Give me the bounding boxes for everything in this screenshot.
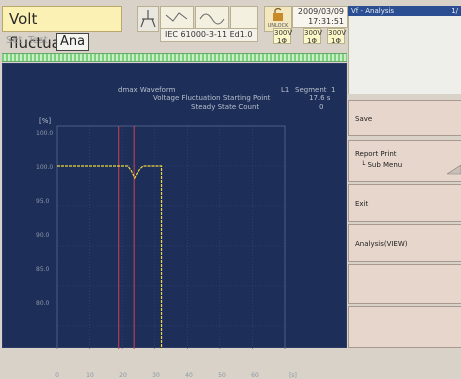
steady-state-label: Steady State Count [191,103,260,111]
phase-flicker-icon [160,6,194,32]
date-text: 2009/03/09 [297,7,344,16]
mode-title: Volt fluctuation [2,6,122,52]
menu-title: Vf - Analysis [351,7,395,15]
empty-menu-button[interactable] [348,306,461,348]
y-axis-unit: [%] [39,117,52,125]
x-axis-unit: [s] [289,372,297,379]
y-tick-label: 100.0 [36,164,54,171]
menu-page: 1/ [451,7,458,15]
datetime-display: 2009/03/09 17:31:51 [292,6,348,28]
report-print-button[interactable]: Report Print └ Sub Menu [348,140,461,182]
exit-button[interactable]: Exit [348,184,461,222]
voltage-value: 300V [274,29,293,37]
x-tick-label: 30 [152,372,160,379]
save-button[interactable]: Save [348,100,461,136]
sub-menu-label: └ Sub Menu [361,161,403,169]
waveform-panel: dmax Waveform L1 Segment 1 Voltage Fluct… [2,63,347,379]
plot-frame [56,125,286,349]
unlock-icon [264,6,292,32]
y-tick-label: 85.0 [36,266,50,273]
start-point-value: 17.6 s [309,94,331,102]
channel-label: L1 [281,86,290,94]
voltage-range-1: 300V 1Φ [273,28,293,45]
mode-tabs: Set Test Ana [2,33,134,53]
time-text: 17:31:51 [308,17,344,26]
submenu-arrow-icon [447,165,461,175]
graph-title: dmax Waveform [118,86,176,94]
standard-label: IEC 61000-3-11 Ed1.0 [160,28,258,42]
voltage-range-3: 300V 1Φ [327,28,347,45]
x-tick-label: 20 [119,372,127,379]
x-tick-label: 0 [55,372,59,379]
waveform-icon [195,6,229,32]
y-tick-label: 100.0 [36,130,54,137]
steady-state-value: 0 [319,103,324,111]
voltage-range-2: 300V 1Φ [303,28,323,45]
y-tick-label: 90.0 [36,232,50,239]
wiring-icon [137,6,159,32]
voltage-value: 300V [328,29,347,37]
waveform-plot [56,125,286,349]
voltage-phase: 1Φ [331,37,341,45]
status-strip [2,53,347,62]
voltage-phase: 1Φ [307,37,317,45]
y-tick-label: 80.0 [36,300,50,307]
blank-status-icon [230,6,258,32]
tab-test[interactable]: Test [28,35,48,46]
menu-blank-area [348,16,461,94]
voltage-phase: 1Φ [277,37,287,45]
x-tick-label: 10 [86,372,94,379]
voltage-value: 300V [304,29,323,37]
segment-number: 1 [331,86,336,94]
analysis-view-button[interactable]: Analysis(VIEW) [348,224,461,262]
start-point-label: Voltage Fluctuation Starting Point [153,94,271,102]
tab-ana[interactable]: Ana [56,33,90,51]
x-tick-label: 40 [185,372,193,379]
menu-header: Vf - Analysis 1/ [348,6,461,16]
segment-label: Segment [295,86,327,94]
tab-set[interactable]: Set [6,35,23,46]
waveform-trace [57,165,163,349]
x-tick-label: 50 [218,372,226,379]
empty-menu-button[interactable] [348,264,461,304]
unlock-label: UNLOCK [267,23,289,29]
report-print-label: Report Print [355,150,397,158]
y-tick-label: 95.0 [36,198,50,205]
x-tick-label: 60 [251,372,259,379]
